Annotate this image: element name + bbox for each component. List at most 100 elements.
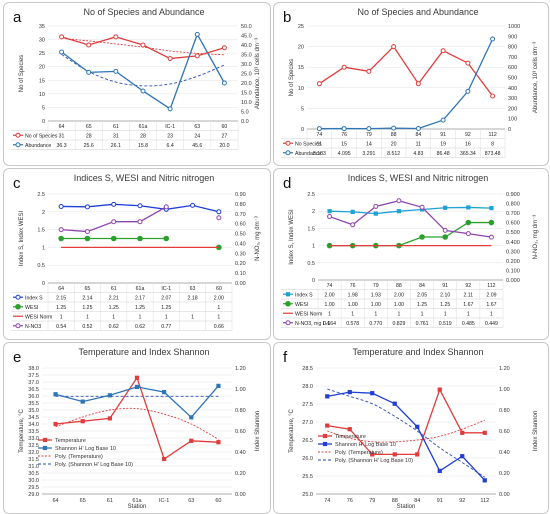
data-label-c-2: 1 bbox=[139, 314, 142, 320]
data-label-a-0: 31 bbox=[59, 133, 65, 139]
legend-marker-b-1 bbox=[285, 150, 291, 156]
data-label-b-1: 4.095 bbox=[338, 151, 351, 157]
data-label-c-0: 2.00 bbox=[214, 295, 224, 301]
series-line-f-0 bbox=[327, 387, 485, 456]
series-point-c-1 bbox=[84, 235, 91, 242]
panel-letter-d: d bbox=[283, 175, 291, 192]
legend-label-c-3: N-NO3 bbox=[25, 324, 41, 330]
series-point-e-0 bbox=[216, 440, 221, 445]
data-label-b-0: 19 bbox=[440, 141, 446, 147]
legend-marker-f-0 bbox=[322, 433, 328, 439]
data-label-c-1: 1.25 bbox=[161, 305, 171, 311]
x-tick-label-b: 91 bbox=[440, 132, 446, 138]
series-point-b-1 bbox=[391, 125, 397, 131]
series-point-a-1 bbox=[140, 88, 146, 94]
series-point-b-0 bbox=[366, 68, 372, 74]
series-line-d-0 bbox=[329, 206, 492, 215]
legend-marker-c-0 bbox=[15, 294, 21, 300]
x-tick-label-d: 76 bbox=[350, 283, 356, 289]
data-label-a-0: 31 bbox=[113, 133, 119, 139]
data-label-a-0: 27 bbox=[222, 133, 228, 139]
y-tick-label-f: 25.0 bbox=[302, 492, 313, 498]
series-point-d-0 bbox=[327, 209, 332, 214]
y2-tick-label-d: 0.900 bbox=[506, 192, 520, 198]
data-label-d-3: 0.770 bbox=[369, 321, 382, 327]
y-tick-label-e: 33.5 bbox=[28, 429, 39, 435]
y2-tick-label-c: 0.00 bbox=[235, 281, 246, 287]
legend-label-f-2: Poly. (Temperature) bbox=[335, 450, 383, 456]
y2-tick-label-a: 30.0 bbox=[241, 62, 252, 68]
x-tick-label-b: 92 bbox=[465, 132, 471, 138]
series-point-b-1 bbox=[490, 36, 496, 42]
series-point-d-3 bbox=[465, 231, 471, 237]
y2-tick-label-f: 1.20 bbox=[499, 366, 510, 372]
data-label-b-1: 873.48 bbox=[485, 151, 501, 157]
y-tick-label-e: 35.0 bbox=[28, 408, 39, 414]
series-line-b-1 bbox=[319, 38, 494, 130]
y2-tick-label-d: 0.400 bbox=[506, 240, 520, 246]
series-point-a-0 bbox=[140, 42, 146, 48]
legend-label-f-0: Temperature bbox=[335, 434, 366, 440]
data-label-c-0: 2.07 bbox=[161, 295, 171, 301]
series-point-c-1 bbox=[58, 235, 64, 242]
legend-marker-d-1 bbox=[285, 300, 291, 307]
data-label-d-2: 1 bbox=[397, 311, 400, 317]
legend-label-f-3: Poly. (Shannon H' Log Base 10) bbox=[335, 458, 413, 464]
y2-tick-label-b: 600 bbox=[508, 65, 517, 71]
legend-marker-c-1 bbox=[15, 303, 21, 310]
series-point-b-0 bbox=[490, 93, 496, 99]
y2-tick-label-e: 0.80 bbox=[235, 408, 246, 414]
data-label-a-1: 36.3 bbox=[57, 143, 67, 149]
data-label-d-3: 0.519 bbox=[439, 321, 452, 327]
chart-title-b: No of Species and Abundance bbox=[357, 7, 478, 17]
data-label-b-0: 11 bbox=[317, 141, 322, 147]
y2-tick-label-d: 0.100 bbox=[506, 268, 520, 274]
x-tick-label-f: 76 bbox=[347, 498, 353, 504]
data-label-b-1: 86.48 bbox=[437, 151, 450, 157]
y-tick-label-a: 5 bbox=[42, 105, 45, 111]
legend-label-c-1: WESI bbox=[25, 305, 38, 311]
y-tick-label-e: 32.5 bbox=[28, 443, 39, 449]
series-point-c-0 bbox=[190, 202, 196, 208]
series-point-c-0 bbox=[84, 204, 90, 210]
y2-tick-label-a: 40.0 bbox=[241, 43, 252, 49]
series-point-b-0 bbox=[415, 81, 421, 87]
y-tick-label-d: 2.5 bbox=[307, 192, 315, 198]
series-point-c-3 bbox=[58, 227, 64, 233]
series-point-c-3 bbox=[137, 219, 143, 225]
series-point-b-0 bbox=[316, 81, 322, 87]
x-tick-label-a: 65 bbox=[86, 124, 92, 130]
y-tick-label-c: 1 bbox=[42, 245, 45, 251]
data-label-a-0: 24 bbox=[194, 133, 200, 139]
y-tick-label-d: 1 bbox=[312, 244, 315, 250]
panel-letter-a: a bbox=[13, 9, 22, 26]
data-label-d-0: 2.00 bbox=[325, 292, 335, 298]
series-point-f-0 bbox=[392, 452, 397, 457]
x-tick-label-d: 79 bbox=[373, 283, 379, 289]
data-label-b-0: 15 bbox=[341, 141, 347, 147]
x-tick-label-c: 60 bbox=[216, 286, 222, 292]
data-label-c-0: 2.18 bbox=[188, 295, 198, 301]
series-point-e-0 bbox=[189, 438, 194, 443]
y-tick-label-b: 5 bbox=[301, 106, 304, 112]
series-point-f-1 bbox=[437, 468, 442, 474]
series-point-b-0 bbox=[341, 64, 347, 70]
y-tick-label-b: 15 bbox=[298, 65, 304, 71]
panel-letter-c: c bbox=[13, 175, 21, 192]
data-label-d-2: 1 bbox=[490, 311, 493, 317]
x-tick-label-d: 84 bbox=[419, 283, 425, 289]
series-point-e-1 bbox=[107, 393, 112, 398]
data-label-c-3: 0.62 bbox=[109, 324, 119, 330]
x-tick-label-f: 84 bbox=[414, 498, 420, 504]
x-tick-label-b: 88 bbox=[391, 132, 397, 138]
y2-axis-label-f: Index Shannon bbox=[533, 411, 539, 451]
x-tick-label-b: 76 bbox=[341, 132, 347, 138]
y-tick-label-c: 0.5 bbox=[37, 263, 45, 269]
x-tick-label-d: 88 bbox=[396, 283, 402, 289]
data-label-c-1: 1.25 bbox=[135, 305, 145, 311]
y2-tick-label-b: 300 bbox=[508, 96, 517, 102]
y-tick-label-b: 25 bbox=[298, 24, 304, 30]
series-point-b-1 bbox=[415, 126, 421, 132]
x-tick-label-d: 92 bbox=[465, 283, 471, 289]
y2-tick-label-b: 100 bbox=[508, 117, 517, 123]
